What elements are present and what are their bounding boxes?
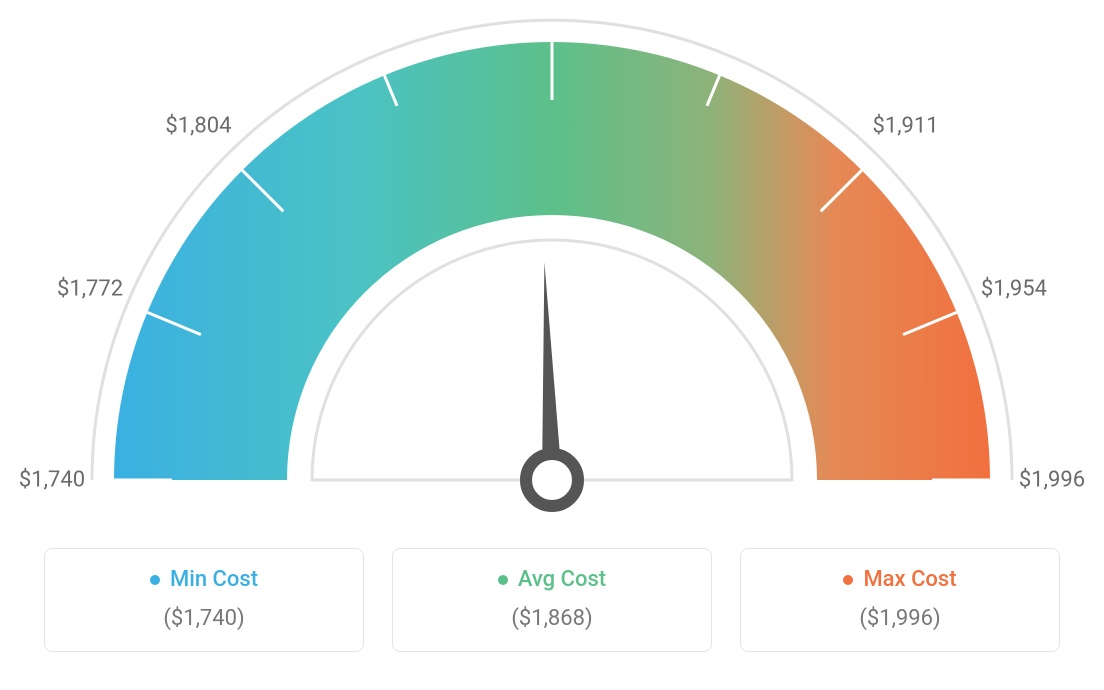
- legend-title-max: Max Cost: [843, 567, 956, 592]
- gauge-tick-label: $1,954: [981, 276, 1047, 301]
- gauge-tick-label: $1,996: [1019, 468, 1085, 493]
- legend-label: Max Cost: [863, 567, 956, 592]
- legend-card-avg: Avg Cost ($1,868): [392, 548, 712, 652]
- legend-card-min: Min Cost ($1,740): [44, 548, 364, 652]
- legend-card-max: Max Cost ($1,996): [740, 548, 1060, 652]
- legend-value-min: ($1,740): [67, 606, 341, 631]
- legend-title-min: Min Cost: [150, 567, 258, 592]
- gauge-tick-label: $1,772: [57, 276, 123, 301]
- legend-row: Min Cost ($1,740) Avg Cost ($1,868) Max …: [0, 548, 1104, 652]
- dot-icon: [843, 575, 853, 585]
- legend-value-avg: ($1,868): [415, 606, 689, 631]
- legend-label: Avg Cost: [518, 567, 606, 592]
- gauge-tick-label: $1,740: [19, 468, 85, 493]
- gauge-svg: [0, 0, 1104, 530]
- dot-icon: [498, 575, 508, 585]
- legend-title-avg: Avg Cost: [498, 567, 606, 592]
- gauge-chart: $1,740$1,772$1,804$1,868$1,911$1,954$1,9…: [0, 0, 1104, 530]
- dot-icon: [150, 575, 160, 585]
- gauge-tick-label: $1,804: [165, 114, 231, 139]
- gauge-tick-label: $1,911: [872, 114, 938, 139]
- legend-label: Min Cost: [170, 567, 258, 592]
- legend-value-max: ($1,996): [763, 606, 1037, 631]
